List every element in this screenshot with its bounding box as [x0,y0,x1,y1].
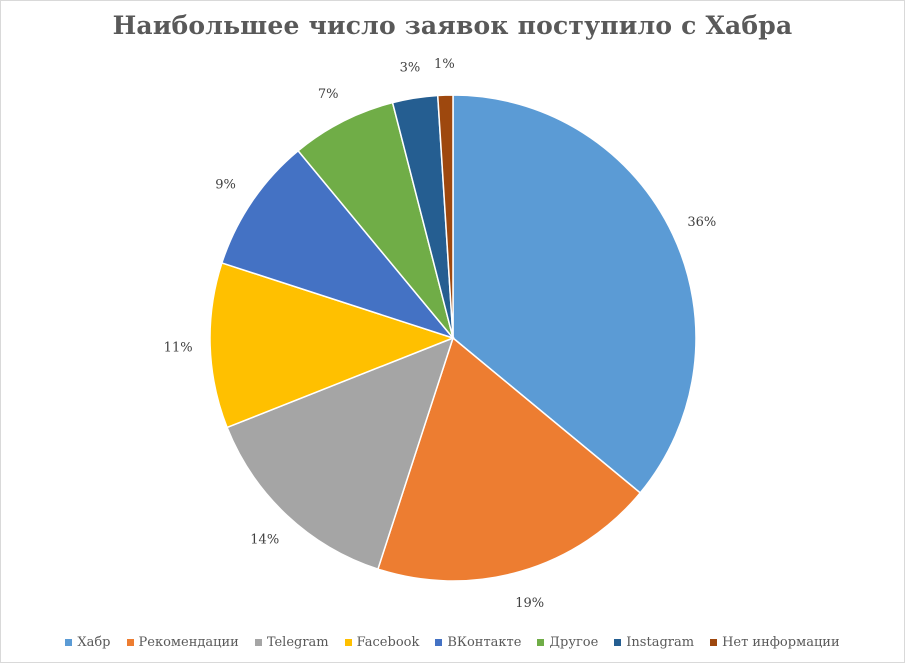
pie-slice-нет-информации [436,94,454,339]
legend-item-telegram: Telegram [254,635,329,650]
pie-slice-хабр [452,94,697,494]
data-label-нет-информации: 1% [434,57,455,72]
pie-slice-facebook [209,261,456,429]
legend-item-instagram: Instagram [614,635,694,650]
legend-swatch [254,639,262,646]
legend-label: Facebook [356,635,420,650]
legend-label: Instagram [626,635,695,650]
chart-legend: Хабр Рекомендации Telegram Facebook ВКонтакт… [1,635,904,650]
data-label-другое: 7% [318,87,339,102]
legend-label: Рекомендации [138,635,239,650]
pie-slice-telegram [226,336,455,571]
legend-label: Хабр [77,635,111,650]
legend-swatch [126,639,134,646]
legend-label: Telegram [266,635,329,650]
legend-item-вконтакте: ВКонтакте [435,635,521,650]
data-label-рекомендации: 19% [515,596,544,611]
legend-swatch [65,639,73,646]
legend-label: Другое [549,635,599,650]
data-label-telegram: 14% [250,532,279,547]
data-label-вконтакте: 9% [215,177,236,192]
legend-item-хабр: Хабр [65,635,111,650]
legend-swatch [537,639,545,646]
legend-item-нет-информации: Нет информации [710,635,840,650]
data-label-instagram: 3% [400,60,421,75]
pie-slice-вконтакте [220,149,456,340]
data-label-хабр: 36% [687,215,716,230]
pie-chart: 36% 19% 14% 11% 9% 7% 3% 1% [164,57,717,611]
data-label-facebook: 11% [164,341,193,356]
pie-slice-другое [297,101,454,339]
chart-title: Наибольшее число заявок поступило с Хабр… [112,11,793,40]
legend-item-рекомендации: Рекомендации [126,635,239,650]
legend-swatch [614,639,622,646]
legend-item-другое: Другое [537,635,598,650]
legend-label: ВКонтакте [447,635,522,650]
legend-label: Нет информации [722,635,840,650]
pie-slice-рекомендации [376,336,642,582]
legend-item-facebook: Facebook [344,635,420,650]
legend-swatch [710,639,718,646]
legend-swatch [435,639,443,646]
legend-swatch [344,639,352,646]
